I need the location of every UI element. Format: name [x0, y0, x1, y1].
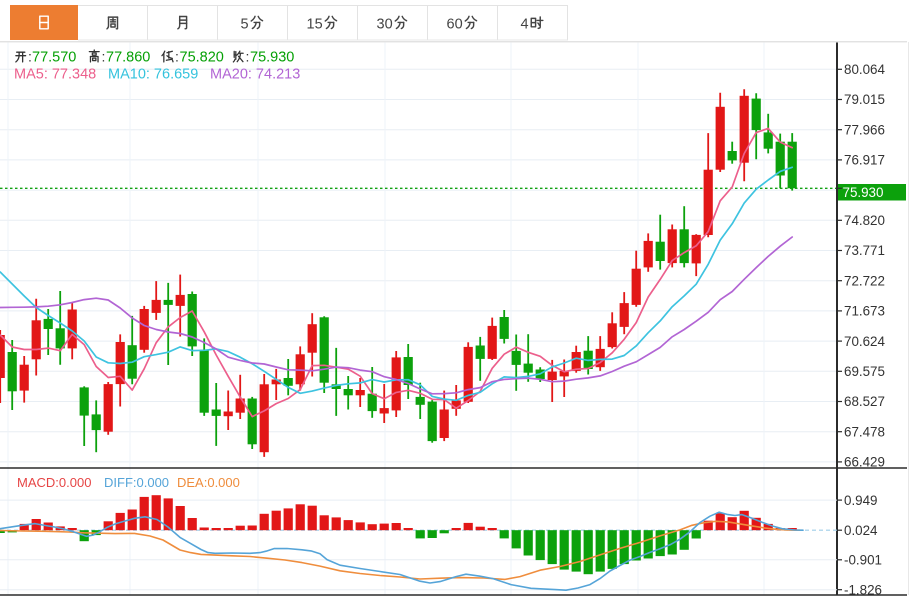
svg-text:79.015: 79.015	[844, 92, 885, 107]
svg-text:77.570: 77.570	[32, 50, 76, 66]
svg-text:77.860: 77.860	[106, 50, 150, 66]
svg-text:68.527: 68.527	[844, 394, 885, 409]
svg-text:0.949: 0.949	[844, 493, 878, 508]
svg-text:DEA:0.000: DEA:0.000	[177, 475, 240, 490]
svg-text:0.024: 0.024	[844, 523, 878, 538]
svg-text:75.820: 75.820	[180, 50, 224, 66]
svg-text:74.820: 74.820	[844, 213, 885, 228]
svg-text::: :	[28, 49, 32, 65]
svg-text:71.673: 71.673	[844, 304, 885, 319]
svg-text::: :	[246, 49, 250, 65]
svg-text:60: 60	[447, 17, 463, 33]
svg-text:80.064: 80.064	[844, 62, 886, 77]
svg-text:5: 5	[241, 17, 249, 33]
svg-text:66.429: 66.429	[844, 455, 885, 470]
svg-text:MA10: 76.659: MA10: 76.659	[108, 67, 198, 83]
svg-text:-1.826: -1.826	[844, 582, 882, 597]
svg-text:MACD:0.000: MACD:0.000	[17, 475, 91, 490]
svg-text::: :	[102, 49, 106, 65]
svg-text:69.575: 69.575	[844, 364, 885, 379]
svg-text:67.478: 67.478	[844, 424, 885, 439]
svg-text:73.771: 73.771	[844, 243, 885, 258]
svg-text:15: 15	[307, 17, 323, 33]
svg-text:30: 30	[377, 17, 393, 33]
svg-text::: :	[175, 49, 179, 65]
svg-text:76.917: 76.917	[844, 153, 885, 168]
svg-text:75.930: 75.930	[843, 185, 884, 200]
svg-text:72.722: 72.722	[844, 273, 885, 288]
svg-text:MA5: 77.348: MA5: 77.348	[14, 67, 96, 83]
svg-text:70.624: 70.624	[844, 334, 886, 349]
svg-text:DIFF:0.000: DIFF:0.000	[104, 475, 169, 490]
svg-text:-0.901: -0.901	[844, 553, 882, 568]
svg-text:MA20: 74.213: MA20: 74.213	[210, 67, 300, 83]
svg-text:77.966: 77.966	[844, 122, 885, 137]
svg-text:75.930: 75.930	[250, 50, 294, 66]
svg-text:4: 4	[521, 17, 529, 33]
